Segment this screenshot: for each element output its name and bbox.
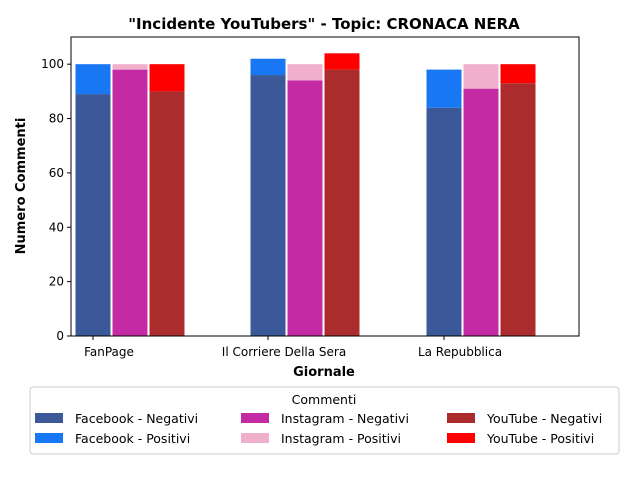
y-tick-label: 80	[49, 112, 64, 126]
y-axis-title: Numero Commenti	[14, 118, 29, 255]
legend-entries: Facebook - Negativi Facebook - Positivi In…	[35, 411, 602, 446]
x-tick-label: La Repubblica	[418, 345, 502, 359]
bar-youtube-negativi	[324, 69, 360, 337]
legend-swatch	[35, 433, 63, 443]
y-tick-label: 0	[56, 329, 64, 343]
y-tick-label: 100	[41, 57, 64, 71]
bar-youtube-negativi	[149, 91, 185, 336]
bar-youtube-positivi	[149, 64, 185, 92]
legend-swatch	[241, 433, 269, 443]
bar-youtube-positivi	[500, 64, 536, 84]
y-tick-label: 60	[49, 166, 64, 180]
bar-instagram-positivi	[287, 64, 323, 81]
bar-facebook-negativi	[250, 75, 286, 337]
legend-swatch	[35, 413, 63, 423]
bar-facebook-positivi	[250, 58, 286, 76]
legend-label: Instagram - Positivi	[281, 431, 401, 446]
bar-facebook-negativi	[426, 107, 462, 336]
x-axis: FanPage Il Corriere Della Sera La Repubbli…	[84, 336, 502, 359]
y-tick-label: 20	[49, 275, 64, 289]
legend-title: Commenti	[292, 392, 357, 407]
bar-facebook-positivi	[426, 69, 462, 108]
bar-instagram-positivi	[112, 64, 148, 70]
x-tick-label: Il Corriere Della Sera	[222, 345, 346, 359]
bar-instagram-positivi	[463, 64, 499, 89]
bar-instagram-negativi	[112, 69, 148, 337]
x-tick-label: FanPage	[84, 345, 134, 359]
x-axis-title: Giornale	[293, 365, 355, 380]
plot-frame	[70, 36, 580, 337]
bar-youtube-negativi	[500, 83, 536, 336]
legend-swatch	[447, 433, 475, 443]
legend-label: Facebook - Positivi	[75, 431, 190, 446]
bar-youtube-positivi	[324, 53, 360, 70]
legend: Commenti Facebook - Negativi Facebook - P…	[29, 386, 620, 455]
legend-label: YouTube - Negativi	[486, 411, 602, 426]
bars-layer	[75, 53, 536, 337]
legend-label: YouTube - Positivi	[486, 431, 594, 446]
legend-label: Facebook - Negativi	[75, 411, 198, 426]
legend-label: Instagram - Negativi	[281, 411, 409, 426]
legend-swatch	[241, 413, 269, 423]
bar-facebook-negativi	[75, 94, 111, 336]
bar-facebook-positivi	[75, 64, 111, 95]
y-axis: 0 20 40 60 80 100	[41, 57, 71, 343]
y-tick-label: 40	[49, 220, 64, 234]
legend-swatch	[447, 413, 475, 423]
bar-instagram-negativi	[287, 80, 323, 336]
chart-title: "Incidente YouTubers" - Topic: CRONACA N…	[128, 15, 520, 33]
bar-instagram-negativi	[463, 88, 499, 337]
